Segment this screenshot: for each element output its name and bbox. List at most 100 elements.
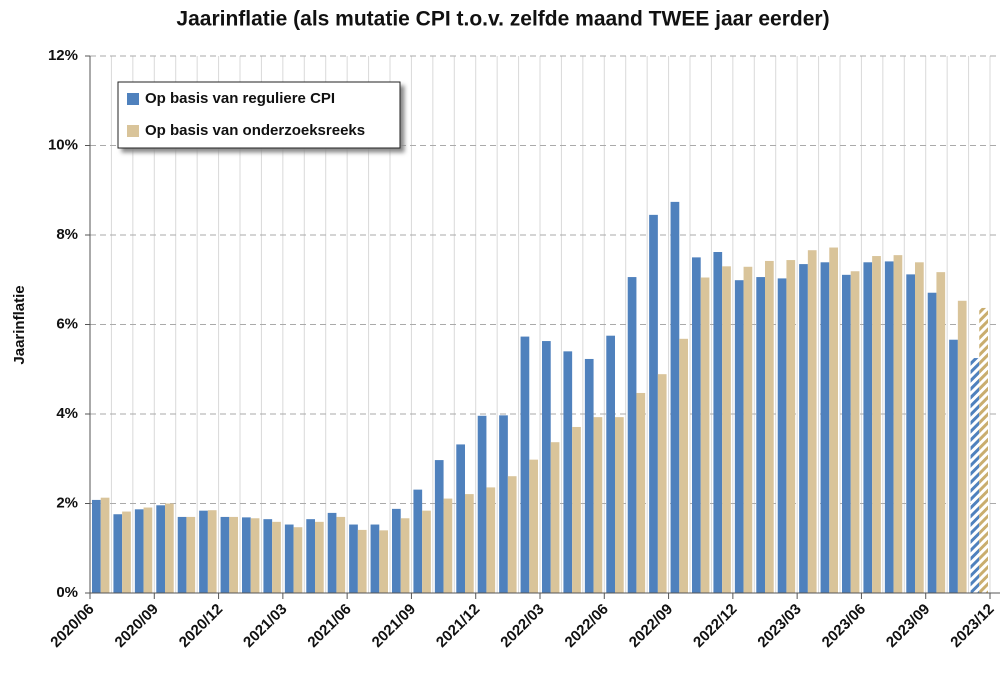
bar [400,518,410,593]
bar [756,277,765,593]
bar [242,517,251,593]
bar [743,266,753,593]
bar [829,247,838,593]
bar [315,521,324,593]
legend-swatch [127,125,139,137]
bar [906,274,915,593]
bar [734,280,744,593]
bar [636,392,646,593]
bar [936,272,946,593]
bar [357,529,367,593]
legend-swatch [127,93,139,105]
bar [872,256,881,593]
x-tick-label: 2022/03 [497,601,547,651]
bar [700,277,710,593]
bar [284,524,294,593]
chart-title: Jaarinflatie (als mutatie CPI t.o.v. zel… [176,8,829,31]
bar [649,214,658,594]
bar [113,514,123,593]
bar [979,307,988,593]
bar [207,510,217,593]
bar [370,524,380,593]
bar [799,264,808,593]
legend-label: Op basis van onderzoeksreeks [145,122,365,139]
x-tick-label: 2021/06 [304,601,354,651]
bar [850,271,860,593]
bar [863,262,873,593]
x-tick-label: 2022/06 [562,601,612,651]
x-tick-label: 2021/12 [433,601,483,651]
bar [293,527,303,593]
bar [422,510,431,593]
y-tick-label: 10% [48,136,78,153]
y-tick-label: 2% [56,494,78,511]
bar [627,277,637,593]
bar [263,519,273,593]
legend: Op basis van reguliere CPI Op basis van o… [117,81,401,149]
bar [529,459,538,593]
bar [542,341,551,593]
bar [443,498,453,593]
bar [713,252,723,593]
bar [915,262,924,593]
bar [820,262,830,593]
bar [615,417,624,593]
bar [272,521,281,593]
bar [499,415,508,593]
x-tick-label: 2020/12 [176,601,226,651]
x-tick-label: 2020/09 [112,601,162,651]
bar [465,494,474,593]
bar [306,519,315,593]
bar [122,511,131,593]
bar [550,442,560,593]
bar [807,250,817,593]
bar [177,516,187,593]
bar [379,530,388,593]
x-tick-label: 2023/09 [883,601,933,651]
bar [606,335,615,593]
bar [657,374,667,593]
x-tick-label: 2022/12 [690,601,740,651]
bar [456,444,465,593]
bar [100,497,110,593]
bar [670,201,680,593]
bar [349,524,358,593]
bar [722,266,731,593]
bar [134,509,144,593]
bar [477,415,487,593]
bar [434,460,444,593]
y-axis-label: Jaarinflatie [11,285,28,364]
bar [593,417,603,593]
bar [165,503,174,593]
bar [679,338,688,593]
bar [229,516,238,593]
bar [143,507,153,593]
x-tick-label: 2022/09 [626,601,676,651]
bar [893,255,903,593]
bar [884,261,894,593]
bar [957,300,967,593]
x-tick-label: 2023/12 [947,601,997,651]
x-tick-label: 2023/03 [754,601,804,651]
bar [199,510,208,593]
x-tick-label: 2020/06 [47,601,97,651]
y-tick-label: 12% [48,47,78,64]
bar [563,351,573,593]
bar [156,505,165,593]
x-tick-label: 2023/06 [819,601,869,651]
legend-box [117,81,401,149]
bar [220,516,230,593]
legend-label: Op basis van reguliere CPI [145,90,335,107]
bar [413,489,423,593]
bar [949,339,958,593]
bar [336,516,346,593]
bar [507,476,517,593]
bar [486,487,496,593]
y-tick-label: 0% [56,584,78,601]
bar [572,426,581,593]
x-tick-label: 2021/09 [369,601,419,651]
bar [692,257,701,593]
bar [786,260,796,593]
bar [927,292,937,593]
